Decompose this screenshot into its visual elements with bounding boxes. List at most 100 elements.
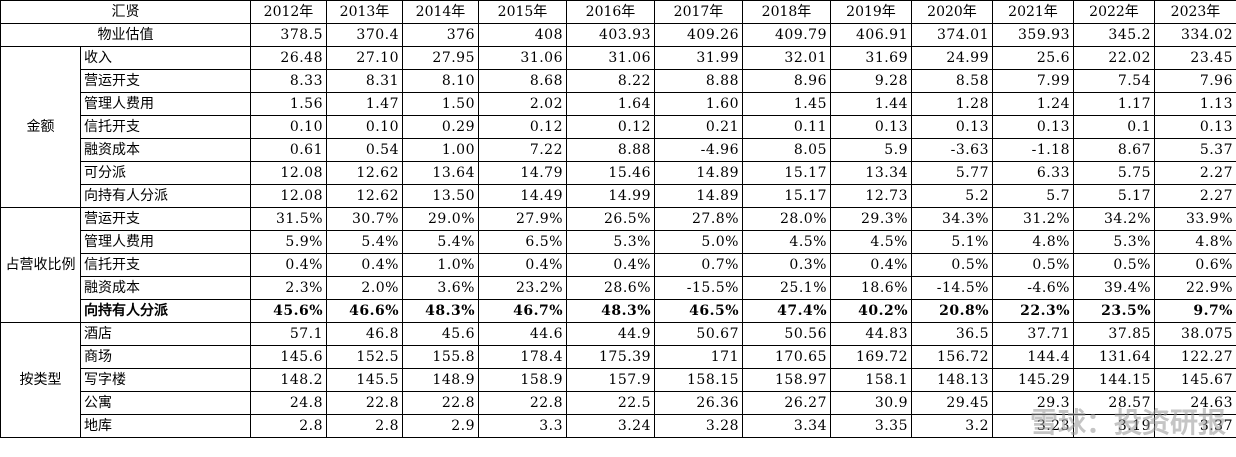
value-cell: 0.5% [992,253,1074,277]
row-label: 管理人费用 [80,230,251,254]
value-cell: 24.99 [911,46,993,70]
year-header: 2015年 [478,0,567,24]
value-cell: 57.1 [250,322,327,346]
row-label: 向持有人分派 [80,184,251,208]
value-cell: 345.2 [1073,23,1155,47]
value-cell: 359.93 [992,23,1074,47]
value-cell: 2.3% [250,276,327,300]
value-cell: 5.1% [911,230,993,254]
group-label: 按类型 [0,322,81,438]
value-cell: 158.1 [830,368,912,392]
value-cell: 5.7 [992,184,1074,208]
value-cell: 409.79 [742,23,831,47]
value-cell: 5.9% [250,230,327,254]
value-cell: 0.13 [1154,115,1236,139]
table-row: 可分派 12.08 12.62 13.64 14.79 15.46 14.89 15.17 13… [1,161,1236,185]
value-cell: 178.4 [478,345,567,369]
table-row: 向持有人分派 12.08 12.62 13.50 14.49 14.99 14.89 15.1… [1,184,1236,208]
value-cell: 24.8 [250,391,327,415]
value-cell: 14.49 [478,184,567,208]
value-cell: 1.50 [402,92,479,116]
table-row: 按类型 酒店 57.1 46.8 45.6 44.6 44.9 50.67 50.56 44.83… [0,322,1236,438]
value-cell: 144.15 [1073,368,1155,392]
value-cell: 155.8 [402,345,479,369]
value-cell: 13.34 [830,161,912,185]
value-cell: 40.2% [830,299,912,323]
value-cell: 5.17 [1073,184,1155,208]
value-cell: 26.36 [654,391,743,415]
value-cell: 8.67 [1073,138,1155,162]
value-cell: 148.2 [250,368,327,392]
value-cell: 1.13 [1154,92,1236,116]
valuation-label: 物业估值 [0,23,251,47]
value-cell: 145.67 [1154,368,1236,392]
value-cell: 145.29 [992,368,1074,392]
value-cell: 12.73 [830,184,912,208]
value-cell: 1.44 [830,92,912,116]
value-cell: 334.02 [1154,23,1236,47]
value-cell: 3.24 [566,414,655,438]
row-label: 酒店 [80,322,251,346]
value-cell: 28.57 [1073,391,1155,415]
value-cell: 8.05 [742,138,831,162]
row-label: 营运开支 [80,69,251,93]
value-cell: 27.10 [326,46,403,70]
table-row: 地库 2.8 2.8 2.9 3.3 3.24 3.28 3.34 3.35 3.2 3.23 3.1… [1,414,1236,438]
corner-title: 汇贤 [0,0,251,24]
value-cell: 46.8 [326,322,403,346]
value-cell: 0.13 [911,115,993,139]
value-cell: 3.19 [1073,414,1155,438]
row-label: 地库 [80,414,251,438]
value-cell: 1.56 [250,92,327,116]
value-cell: 406.91 [830,23,912,47]
year-header: 2016年 [566,0,655,24]
value-cell: 25.6 [992,46,1074,70]
value-cell: 6.33 [992,161,1074,185]
value-cell: 45.6% [250,299,327,323]
row-label: 信托开支 [80,253,251,277]
value-cell: 4.5% [742,230,831,254]
value-cell: 0.12 [566,115,655,139]
value-cell: 12.62 [326,161,403,185]
value-cell: 376 [402,23,479,47]
value-cell: 12.62 [326,184,403,208]
value-cell: 5.3% [566,230,655,254]
row-label: 商场 [80,345,251,369]
value-cell: 28.6% [566,276,655,300]
table-row: 向持有人分派 45.6% 46.6% 48.3% 46.7% 48.3% 46.5% 47.4… [1,299,1236,323]
value-cell: 2.8 [250,414,327,438]
value-cell: 8.88 [566,138,655,162]
value-cell: 1.64 [566,92,655,116]
value-cell: 9.7% [1154,299,1236,323]
value-cell: 9.28 [830,69,912,93]
value-cell: 4.5% [830,230,912,254]
value-cell: 47.4% [742,299,831,323]
value-cell: 6.5% [478,230,567,254]
row-label: 融资成本 [80,138,251,162]
header-row: 汇贤 2012年 2013年 2014年 2015年 2016年 2017年 2018年 201… [0,0,1236,24]
value-cell: 1.17 [1073,92,1155,116]
value-cell: 144.4 [992,345,1074,369]
value-cell: -1.18 [992,138,1074,162]
value-cell: 3.23 [992,414,1074,438]
value-cell: 157.9 [566,368,655,392]
value-cell: 0.12 [478,115,567,139]
value-cell: 38.075 [1154,322,1236,346]
year-header: 2022年 [1073,0,1155,24]
value-cell: 23.5% [1073,299,1155,323]
year-header: 2020年 [911,0,993,24]
table-row: 公寓 24.8 22.8 22.8 22.8 22.5 26.36 26.27 30.9 29.4… [1,391,1236,415]
value-cell: 0.4% [830,253,912,277]
value-cell: 1.28 [911,92,993,116]
value-cell: 1.0% [402,253,479,277]
value-cell: 44.83 [830,322,912,346]
value-cell: 0.10 [326,115,403,139]
value-cell: 0.61 [250,138,327,162]
value-cell: 170.65 [742,345,831,369]
table-row: 信托开支 0.4% 0.4% 1.0% 0.4% 0.4% 0.7% 0.3% 0.4% 0.5%… [1,253,1236,277]
value-cell: 7.22 [478,138,567,162]
table-row: 信托开支 0.10 0.10 0.29 0.12 0.12 0.21 0.11 0.13 0.13… [1,115,1236,139]
value-cell: 3.34 [742,414,831,438]
value-cell: 15.17 [742,184,831,208]
value-cell: 3.37 [1154,414,1236,438]
